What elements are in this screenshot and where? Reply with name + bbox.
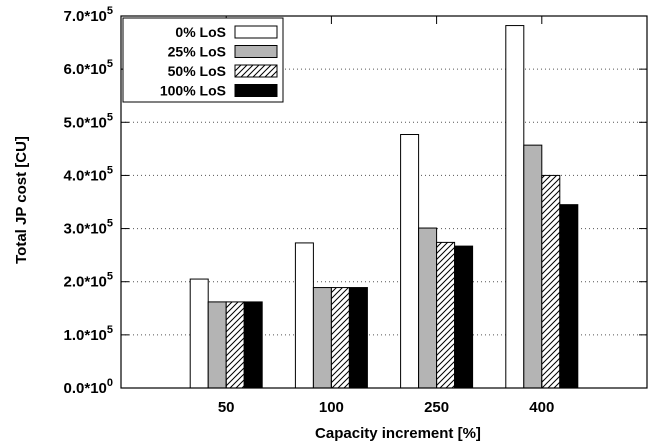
bar-0-loscat-100 — [294, 242, 314, 389]
legend-swatch-2 — [234, 64, 278, 78]
bar-0-loscat-50 — [189, 278, 209, 389]
x-axis-title: Capacity increment [%] — [315, 425, 481, 442]
x-tick-label-100: 100 — [319, 399, 344, 416]
legend-label-3: 100% LoS — [160, 83, 226, 99]
bar-50-loscat-400 — [541, 174, 561, 389]
y-tick-label-2: 2.0*105 — [64, 271, 114, 291]
legend-label-2: 50% LoS — [168, 63, 226, 79]
x-tick-label-400: 400 — [529, 399, 554, 416]
bar-50-loscat-100 — [330, 287, 350, 389]
y-tick-label-7: 7.0*105 — [64, 5, 114, 25]
y-tick-label-6: 6.0*105 — [64, 58, 114, 78]
axes: 0.0*100 1.0*105 2.0*105 3.0*105 4.0*105 5.0*1… — [64, 5, 648, 416]
y-tick-label-3: 3.0*105 — [64, 218, 114, 238]
bar-100-loscat-400 — [559, 204, 579, 389]
y-tick-label-0: 0.0*100 — [64, 377, 114, 397]
bar-25-loscat-400 — [523, 144, 543, 389]
y-axis-title: Total JP cost [CU] — [13, 136, 30, 264]
bar-50-loscat-250 — [436, 241, 456, 389]
bars — [189, 25, 579, 389]
bar-50-loscat-50 — [225, 301, 245, 389]
legend-swatch-0 — [234, 25, 278, 39]
y-tick-label-1: 1.0*105 — [64, 324, 114, 344]
bar-100-loscat-50 — [243, 301, 263, 389]
legend: 0% LoS 25% LoS 50% LoS 100% LoS — [122, 17, 284, 103]
y-tick-label-5: 5.0*105 — [64, 111, 114, 131]
y-tick-label-4: 4.0*105 — [64, 164, 114, 184]
plot-frame — [120, 15, 648, 389]
bar-25-loscat-50 — [207, 301, 227, 389]
bar-0-loscat-400 — [505, 25, 525, 389]
bar-0-loscat-250 — [400, 134, 420, 389]
bar-100-loscat-100 — [348, 287, 368, 389]
legend-label-1: 25% LoS — [168, 44, 226, 60]
bar-25-loscat-100 — [312, 287, 332, 389]
x-tick-label-50: 50 — [218, 399, 235, 416]
legend-label-0: 0% LoS — [175, 24, 226, 40]
x-tick-label-250: 250 — [424, 399, 449, 416]
legend-swatch-1 — [234, 45, 278, 58]
bar-100-loscat-250 — [454, 245, 474, 389]
bar-25-loscat-250 — [418, 227, 438, 389]
legend-swatch-3 — [234, 84, 278, 97]
